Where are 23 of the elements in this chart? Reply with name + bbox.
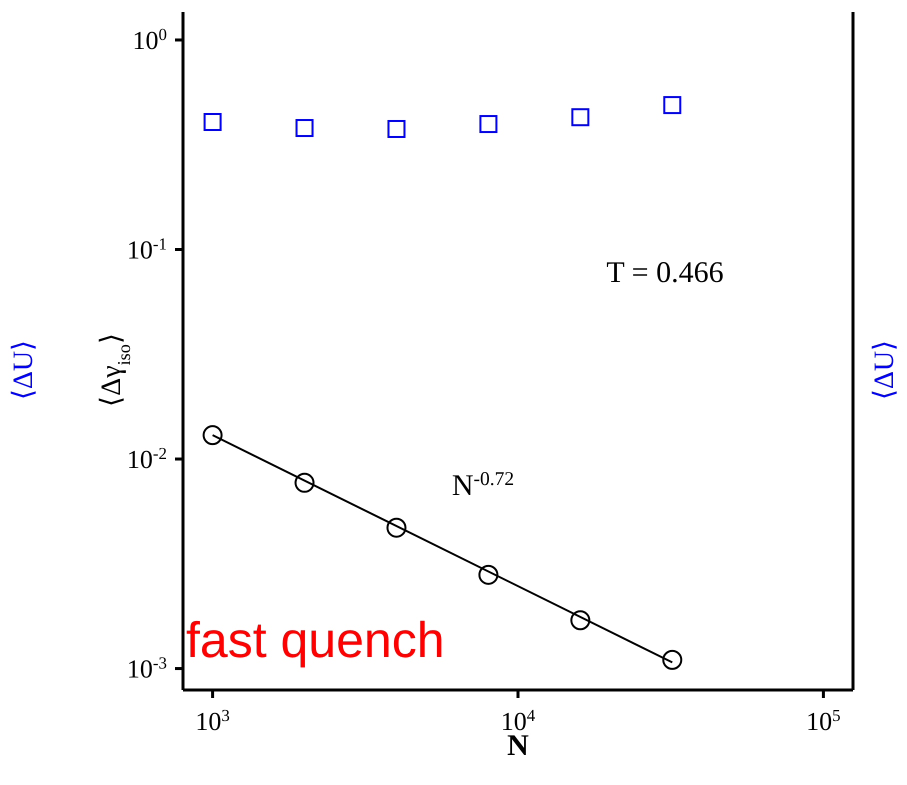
annotation: fast quench — [186, 612, 445, 668]
point — [387, 120, 406, 138]
x-tick-label: 10$^{3}$ — [195, 706, 230, 736]
point — [570, 610, 590, 630]
y-tick-label: 10$^{0}$ — [132, 24, 167, 55]
point — [662, 650, 682, 670]
x-tick-label: 10$^{5}$ — [806, 706, 841, 736]
point — [479, 115, 498, 134]
point — [296, 119, 314, 138]
point — [294, 472, 315, 493]
annotation: N$^{-0.72}$ — [452, 468, 514, 502]
annotation: T = 0.466 — [606, 256, 724, 289]
y-tick-label: 10$^{-3}$ — [126, 653, 167, 684]
point — [204, 113, 222, 132]
point — [478, 564, 498, 585]
y-tick-label: 10$^{-1}$ — [126, 234, 167, 265]
y-tick-label: 10$^{-2}$ — [126, 444, 167, 474]
point — [202, 425, 223, 446]
y2-axis-title: ⟨ΔU⟩ — [869, 340, 900, 400]
point — [663, 96, 682, 114]
point — [386, 518, 406, 538]
point — [571, 108, 590, 126]
text: ⟨ΔU⟩ — [8, 340, 39, 400]
